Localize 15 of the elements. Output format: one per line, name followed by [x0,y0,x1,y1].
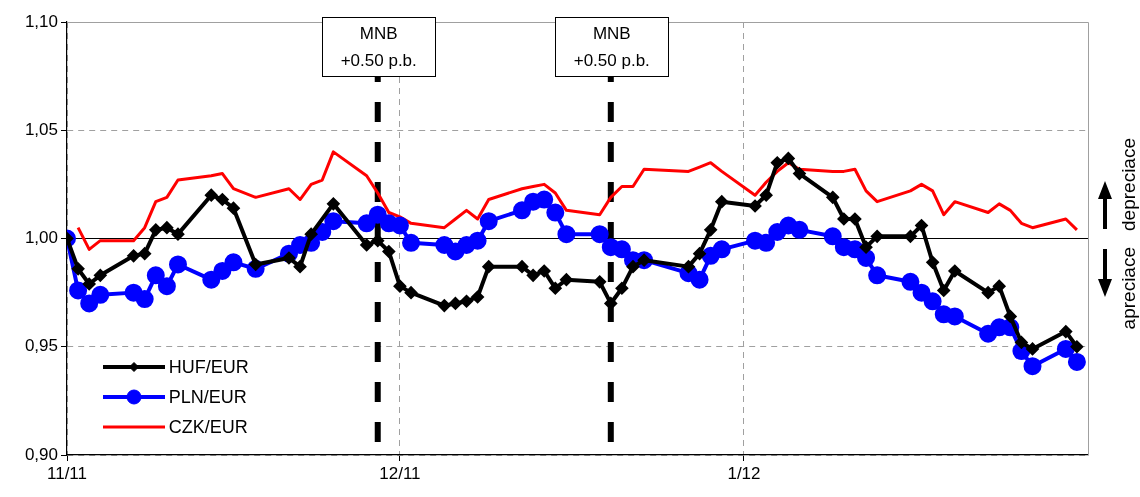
x-tick-label: 1/12 [727,463,761,483]
text: depreciace [1118,137,1140,231]
x-tick-label: 12/11 [379,463,421,483]
y-tick-label: 1,00 [24,228,58,248]
y-tick-label: 1,10 [24,11,58,31]
ref-line-label: MNB +0.50 p.b. [321,17,436,77]
text: apreciace [1118,246,1140,329]
y-tick-label: 0,95 [24,336,58,356]
legend-label: PLN/EUR [168,386,247,408]
legend-label: CZK/EUR [168,416,248,438]
ref-line-label: MNB +0.50 p.b. [554,17,669,77]
legend-label: HUF/EUR [168,356,249,378]
y-tick-label: 1,05 [24,119,58,139]
y-tick-label: 0,90 [24,444,58,464]
x-tick-label: 11/11 [46,463,88,483]
